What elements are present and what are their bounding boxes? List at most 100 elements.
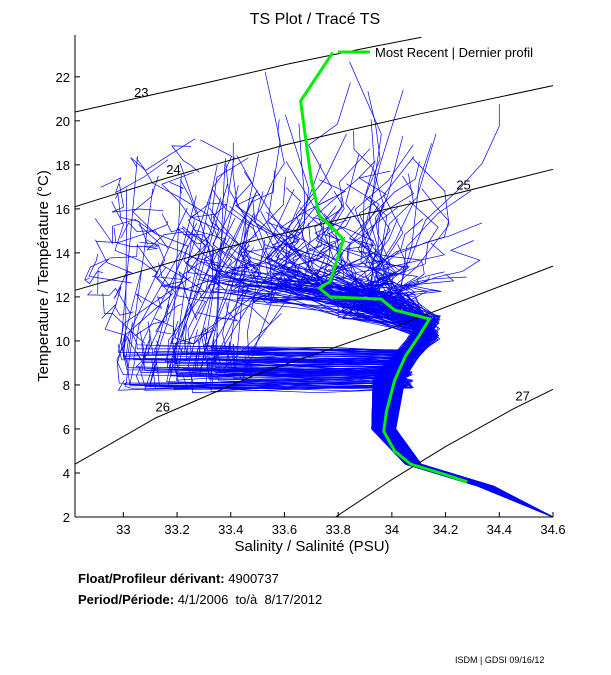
y-tick-label: 16 — [56, 202, 70, 217]
profile-line — [354, 144, 553, 517]
y-tick-label: 4 — [63, 466, 70, 481]
profile-line — [84, 271, 103, 285]
profile-line — [111, 183, 164, 213]
period-info: Period/Période: 4/1/2006 to/à 8/17/2012 — [78, 592, 322, 607]
most-recent-profile-line — [299, 51, 468, 484]
profile-line — [95, 239, 133, 298]
x-tick-label: 33.6 — [272, 522, 297, 537]
profile-line — [216, 283, 291, 320]
density-contour-27 — [335, 388, 554, 518]
profile-line — [88, 253, 132, 284]
y-tick-label: 12 — [56, 290, 70, 305]
profile-line — [171, 145, 200, 173]
profile-line — [177, 373, 553, 517]
profile-line — [101, 303, 142, 361]
profile-line — [123, 377, 553, 517]
profile-line — [199, 292, 270, 325]
profile-line — [130, 138, 196, 171]
profile-line — [154, 318, 214, 345]
profile-line — [373, 173, 553, 517]
x-tick-label: 34 — [385, 522, 399, 537]
profile-line — [200, 139, 553, 517]
legend-label: Most Recent | Dernier profil — [375, 45, 533, 60]
profile-line — [357, 175, 553, 517]
float-info: Float/Profileur dérivant: 4900737 — [78, 571, 279, 586]
period-value: 4/1/2006 to/à 8/17/2012 — [177, 592, 323, 607]
contour-label-25: 25 — [456, 177, 470, 192]
profile-line — [158, 262, 207, 319]
profile-line — [84, 258, 110, 295]
profile-line — [117, 377, 553, 517]
profile-line — [179, 179, 217, 219]
y-tick-label: 8 — [63, 378, 70, 393]
footer-credit: ISDM | GDSI 09/16/12 — [455, 655, 545, 665]
profile-line — [139, 241, 172, 296]
profile-line — [113, 286, 134, 316]
density-contour-23 — [74, 36, 422, 113]
density-contour-24 — [74, 85, 554, 208]
contour-label-23: 23 — [134, 85, 148, 100]
profile-line — [179, 162, 553, 517]
profile-line — [156, 267, 210, 289]
profile-line — [240, 119, 553, 517]
profile-line — [371, 218, 553, 517]
contour-label-24: 24 — [166, 162, 180, 177]
chart-title: TS Plot / Tracé TS — [250, 11, 380, 28]
profile-line — [175, 164, 553, 517]
profile-line — [96, 220, 169, 243]
profile-line — [374, 156, 553, 517]
profile-line — [135, 293, 163, 310]
x-tick-label: 34.2 — [433, 522, 458, 537]
profile-line — [145, 231, 185, 251]
profile-line — [161, 264, 228, 293]
profile-line — [182, 234, 239, 276]
profile-line — [94, 218, 157, 245]
density-contour-26 — [74, 265, 554, 465]
profile-line — [161, 172, 553, 517]
x-axis-label: Salinity / Salinité (PSU) — [234, 538, 389, 555]
profile-line — [111, 201, 159, 274]
profile-line — [86, 287, 132, 315]
x-tick-label: 34.6 — [540, 522, 565, 537]
profile-line — [170, 320, 208, 345]
y-tick-label: 22 — [56, 70, 70, 85]
y-tick-label: 18 — [56, 158, 70, 173]
profile-line — [206, 360, 553, 517]
x-tick-label: 33 — [116, 522, 130, 537]
y-tick-label: 6 — [63, 422, 70, 437]
profile-line — [100, 159, 169, 194]
profile-line — [161, 213, 229, 277]
x-tick-label: 33.8 — [326, 522, 351, 537]
contour-label-26: 26 — [156, 400, 170, 415]
profile-line — [243, 171, 553, 517]
profile-line — [224, 158, 553, 517]
period-label: Period/Période: — [78, 592, 175, 607]
profile-line — [326, 170, 553, 517]
profile-line — [166, 197, 553, 517]
profile-line — [102, 292, 146, 344]
profile-line — [155, 303, 182, 335]
profile-line — [197, 302, 239, 322]
float-value: 4900737 — [228, 571, 279, 586]
y-tick-label: 2 — [63, 510, 70, 525]
profile-line — [134, 303, 170, 337]
density-contour-25 — [74, 168, 554, 291]
profile-line — [266, 262, 553, 517]
profile-line — [232, 142, 553, 517]
y-tick-label: 14 — [56, 246, 70, 261]
contour-label-27: 27 — [515, 389, 529, 404]
profile-line — [109, 243, 159, 274]
profile-line — [172, 174, 553, 517]
y-tick-label: 10 — [56, 334, 70, 349]
profile-line — [206, 202, 228, 230]
x-tick-label: 33.4 — [218, 522, 243, 537]
profile-line — [132, 175, 553, 517]
profile-line — [178, 270, 198, 320]
profile-line — [175, 371, 553, 517]
y-tick-label: 20 — [56, 114, 70, 129]
x-tick-label: 33.2 — [164, 522, 189, 537]
profile-line — [208, 163, 553, 517]
profile-line — [173, 377, 553, 517]
